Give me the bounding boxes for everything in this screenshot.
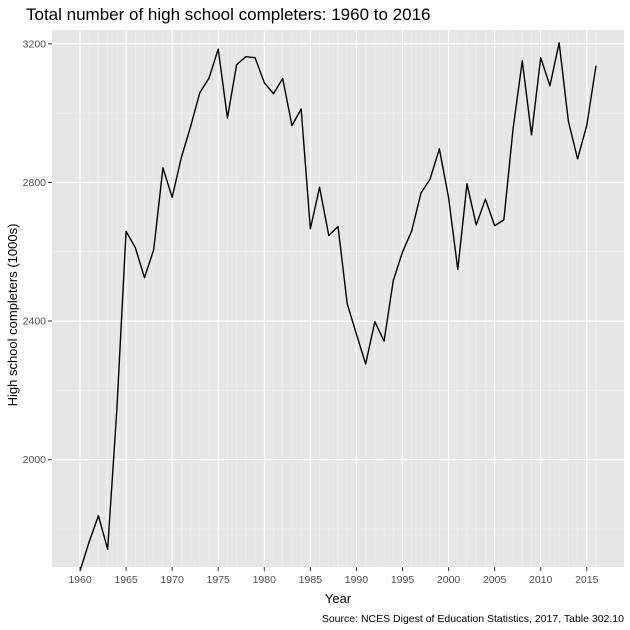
source-caption: Source: NCES Digest of Education Statist… [322, 613, 624, 625]
x-tick-label: 2015 [575, 574, 599, 586]
major-gridlines [52, 30, 624, 567]
x-tick-label: 1975 [207, 574, 231, 586]
minor-gridlines [52, 30, 624, 567]
y-axis-ticks: 2000 2400 2800 3200 [23, 38, 52, 466]
y-tick-label: 2800 [23, 177, 47, 189]
y-tick-label: 2400 [23, 316, 47, 328]
y-tick-label: 3200 [23, 38, 47, 50]
y-tick-label: 2000 [23, 454, 47, 466]
x-tick-label: 2005 [483, 574, 507, 586]
x-tick-label: 1970 [160, 574, 184, 586]
x-tick-label: 1995 [391, 574, 415, 586]
x-tick-label: 1980 [253, 574, 277, 586]
x-axis-title: Year [325, 591, 352, 606]
x-tick-label: 1990 [345, 574, 369, 586]
y-axis-title: High school completers (1000s) [5, 224, 20, 407]
x-tick-label: 1960 [68, 574, 92, 586]
x-axis-ticks: 1960 1965 1970 1975 1980 1985 1990 1995 2000 2005… [68, 567, 599, 586]
chart-title: Total number of high school completers: … [26, 5, 430, 24]
x-tick-label: 2000 [437, 574, 461, 586]
x-tick-label: 1985 [299, 574, 323, 586]
x-tick-label: 1965 [114, 574, 138, 586]
completers-series-line [79, 42, 597, 572]
x-tick-label: 2010 [529, 574, 553, 586]
